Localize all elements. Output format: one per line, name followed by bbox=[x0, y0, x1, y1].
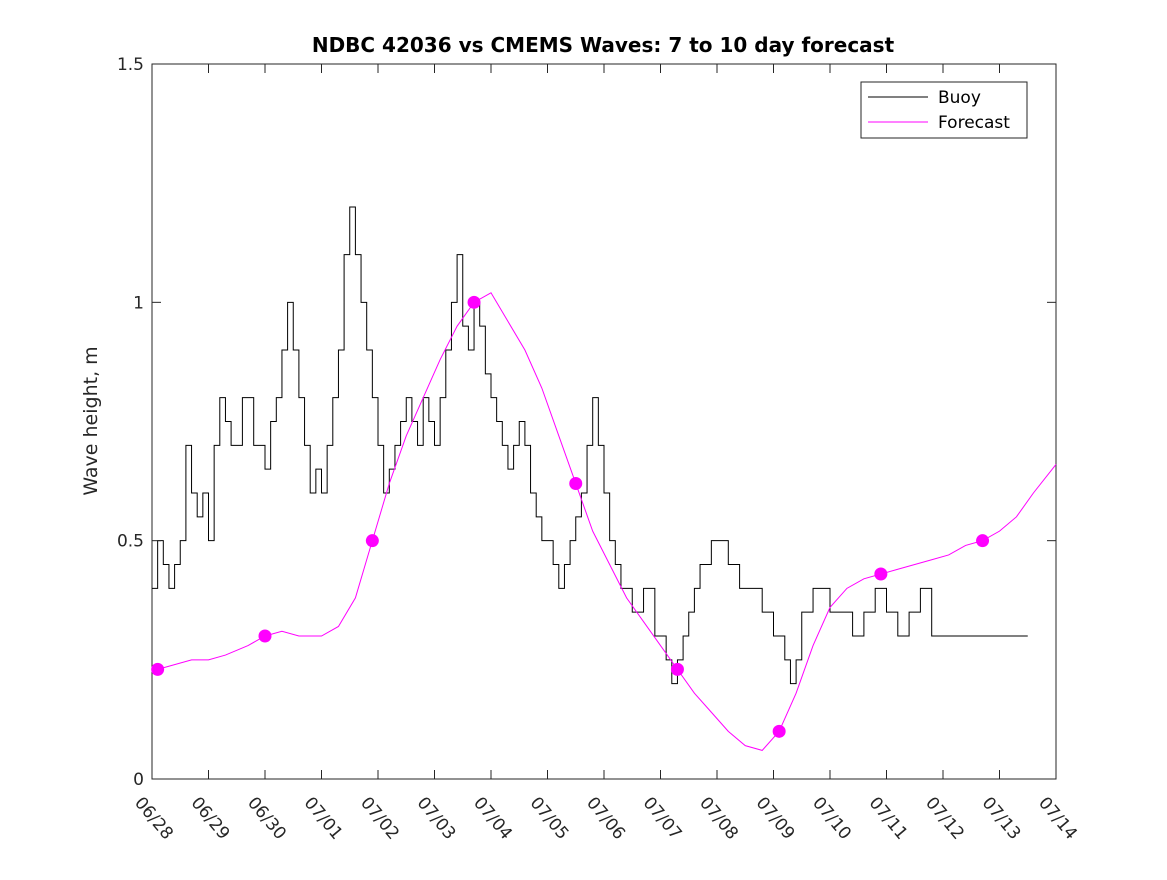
forecast-series-line bbox=[157, 292, 1057, 751]
y-axis-label: Wave height, m bbox=[80, 346, 102, 495]
forecast-point bbox=[365, 534, 379, 548]
y-tick-label: 1 bbox=[133, 293, 144, 313]
forecast-point bbox=[670, 662, 684, 676]
forecast-point bbox=[151, 662, 165, 676]
forecast-point bbox=[874, 567, 888, 581]
legend-box bbox=[860, 81, 1028, 139]
series-layer bbox=[151, 206, 1057, 751]
forecast-point bbox=[467, 295, 481, 309]
forecast-point bbox=[976, 534, 990, 548]
forecast-point bbox=[772, 724, 786, 738]
legend-buoy-label: Buoy bbox=[938, 88, 981, 108]
legend: Buoy Forecast bbox=[860, 81, 1028, 139]
y-tick-label: 0.5 bbox=[117, 532, 144, 552]
buoy-series-line bbox=[152, 206, 1028, 685]
legend-forecast-label: Forecast bbox=[938, 113, 1010, 133]
chart-title: NDBC 42036 vs CMEMS Waves: 7 to 10 day f… bbox=[312, 33, 895, 57]
forecast-point bbox=[258, 629, 272, 643]
y-tick-label: 1.5 bbox=[117, 55, 144, 75]
plot-area bbox=[151, 63, 1057, 780]
y-tick-label: 0 bbox=[133, 770, 144, 790]
forecast-point bbox=[569, 476, 583, 490]
